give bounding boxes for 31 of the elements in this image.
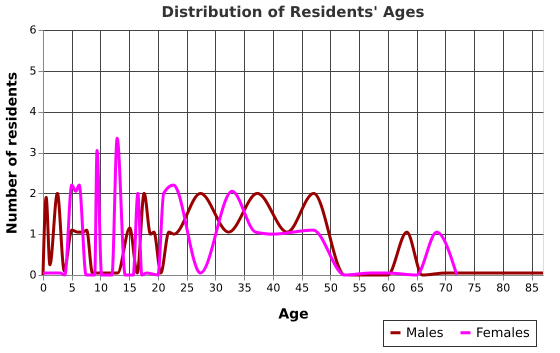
x-tick-label: 15 [122,282,137,294]
x-tick-label: 30 [208,282,223,294]
x-tick-label: 75 [468,282,482,294]
x-tick-label: 45 [295,282,310,294]
y-axis-title: Number of residents [4,72,20,234]
chart-title: Distribution of Residents' Ages [162,3,425,21]
x-tick-label: 40 [266,282,280,294]
x-tick-label: 50 [324,282,338,294]
x-tick-label: 80 [496,282,510,294]
x-tick-label: 60 [381,282,396,294]
x-tick-label: 55 [352,282,367,294]
x-axis-title: Age [278,306,309,322]
y-tick-label: 0 [30,268,36,282]
line-series [42,136,458,276]
x-tick-label: 0 [40,282,47,294]
y-tick-label: 6 [30,24,36,36]
x-tick-label: 70 [438,282,453,294]
x-tick-label: 65 [410,282,424,294]
x-tick-label: 20 [151,282,166,294]
x-tick-label: 85 [525,282,540,294]
y-tick-label: 2 [30,186,36,200]
x-tick-label: 25 [180,282,194,294]
x-tick-label: 35 [238,282,252,294]
y-tick-label: 4 [30,105,36,118]
y-tick-label: 3 [30,146,36,159]
x-tick-label: 5 [68,282,76,294]
legend-label: Females [476,326,530,341]
x-tick-label: 10 [94,282,108,294]
y-tick-label: 5 [30,64,36,78]
legend-label: Males [406,326,444,341]
y-tick-label: 1 [30,228,36,241]
